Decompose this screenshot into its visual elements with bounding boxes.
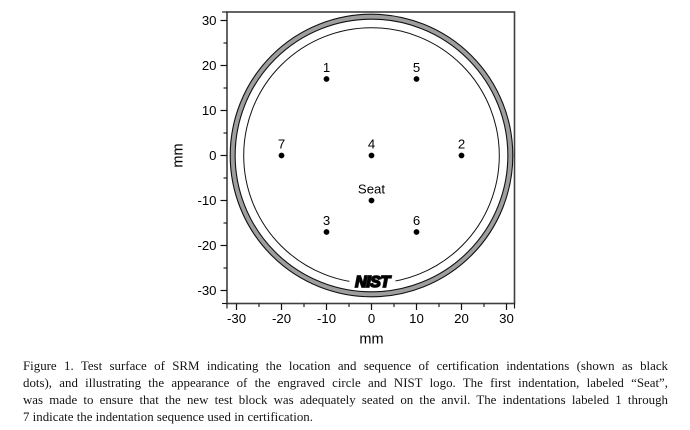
x-tick-label: 30 xyxy=(499,311,514,326)
y-tick-label: -20 xyxy=(197,238,216,253)
y-tick-label: 20 xyxy=(202,58,217,73)
indentation-dot xyxy=(368,152,375,159)
x-tick-label: -10 xyxy=(317,311,336,326)
caption-line-3: was made to ensure that the new test blo… xyxy=(23,393,668,407)
y-tick-label: 30 xyxy=(202,13,217,28)
indentation-dot xyxy=(323,76,330,82)
indentation-label: 6 xyxy=(413,213,420,228)
x-tick-label: 20 xyxy=(454,311,469,326)
x-axis-title: mm xyxy=(359,332,383,348)
x-tick-label: 10 xyxy=(409,311,424,326)
y-tick-label: -10 xyxy=(197,193,216,208)
x-tick-label: -30 xyxy=(227,311,246,326)
indentation-label: 4 xyxy=(368,137,375,152)
srm-indentation-chart: NIST -30 -20 -10 0 10 20 30 30 20 10 0 -10 -20 -30 mm mm… xyxy=(171,11,516,348)
caption-line-2: dots), and illustrating the appearance o… xyxy=(23,376,668,390)
indentation-dot xyxy=(458,152,465,159)
block-edge-outer-line xyxy=(229,13,514,298)
srm-test-surface-figure: NIST -30 -20 -10 0 10 20 30 30 20 10 0 -10 -20 -30 mm mm… xyxy=(171,11,516,348)
indentation-dot xyxy=(323,229,330,235)
indentation-label: 2 xyxy=(458,137,465,152)
indentation-dot xyxy=(413,229,420,235)
y-tick-label: 10 xyxy=(202,103,217,118)
indentation-dot xyxy=(413,76,420,82)
indentation-label: 5 xyxy=(413,60,420,75)
y-tick-label: -30 xyxy=(197,283,216,298)
caption-line-1: Figure 1. Test surface of SRM indicating… xyxy=(23,359,668,373)
indentation-label: 3 xyxy=(323,213,330,228)
x-tick-label: -20 xyxy=(272,311,291,326)
indentation-dot xyxy=(278,152,285,159)
x-tick-label: 0 xyxy=(368,311,375,326)
indentation-dot xyxy=(368,197,375,204)
nist-logo-bg xyxy=(349,274,396,289)
y-axis-title: mm xyxy=(171,143,187,167)
y-tick-label: 0 xyxy=(209,148,216,163)
block-edge-ring-fill xyxy=(230,14,513,297)
indentation-label: Seat xyxy=(358,182,385,197)
figure-caption: Figure 1. Test surface of SRM indicating… xyxy=(23,358,668,426)
caption-line-4: 7 indicate the indentation sequence used… xyxy=(23,410,313,424)
nist-logo: NIST xyxy=(355,274,391,291)
indentation-label: 7 xyxy=(278,137,285,152)
indentation-label: 1 xyxy=(323,60,330,75)
block-edge-inner-line xyxy=(234,18,509,293)
